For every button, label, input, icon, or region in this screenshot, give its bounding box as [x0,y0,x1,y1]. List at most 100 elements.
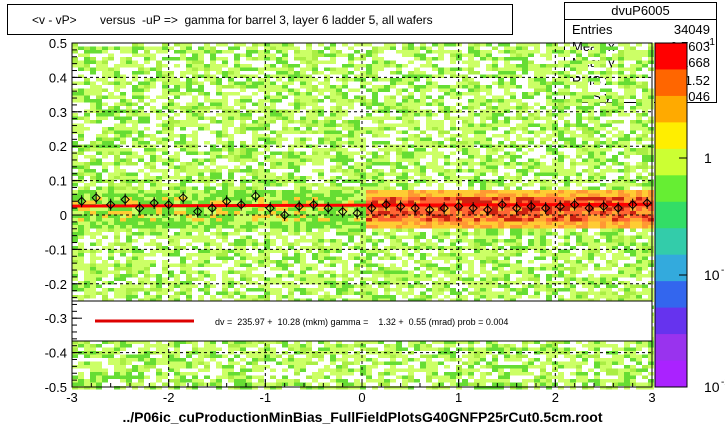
heatmap-cell [264,43,270,47]
heatmap-cell [246,190,252,194]
heatmap-cell [144,228,150,232]
heatmap-cell [216,214,222,218]
heatmap-cell [294,358,300,362]
heatmap-cell [330,123,336,127]
heatmap-cell [126,162,132,166]
heatmap-cell [96,263,102,267]
heatmap-cell [420,197,426,201]
heatmap-cell [486,85,492,89]
heatmap-cell [108,127,114,131]
heatmap-cell [474,284,480,288]
heatmap-cell [306,225,312,229]
heatmap-cell [240,340,246,344]
heatmap-cell [300,277,306,281]
heatmap-cell [132,340,138,344]
heatmap-cell [246,123,252,127]
heatmap-cell [366,130,372,134]
heatmap-cell [174,284,180,288]
heatmap-cell [78,386,84,390]
heatmap-cell [264,197,270,201]
heatmap-cell [438,127,444,131]
heatmap-cell [192,141,198,145]
heatmap-cell [348,88,354,92]
heatmap-cell [402,218,408,222]
heatmap-cell [174,235,180,239]
heatmap-cell [114,151,120,155]
heatmap-cell [318,239,324,243]
heatmap-cell [414,134,420,138]
heatmap-cell [354,256,360,260]
heatmap-cell [276,274,282,278]
heatmap-cell [396,50,402,54]
heatmap-cell [450,141,456,145]
heatmap-cell [270,172,276,176]
heatmap-cell [330,88,336,92]
heatmap-cell [276,197,282,201]
heatmap-cell [456,375,462,379]
heatmap-cell [414,74,420,78]
heatmap-cell [138,158,144,162]
heatmap-cell [294,46,300,50]
heatmap-cell [132,197,138,201]
heatmap-cell [198,382,204,386]
heatmap-cell [480,172,486,176]
heatmap-cell [372,179,378,183]
heatmap-cell [210,354,216,358]
heatmap-cell [168,249,174,253]
heatmap-cell [414,368,420,372]
heatmap-cell [444,92,450,96]
heatmap-cell [306,130,312,134]
heatmap-cell [438,141,444,145]
heatmap-cell [492,99,498,103]
heatmap-cell [186,190,192,194]
heatmap-cell [258,109,264,113]
heatmap-cell [450,288,456,292]
heatmap-cell [360,344,366,348]
heatmap-cell [468,43,474,47]
heatmap-cell [354,78,360,82]
heatmap-cell [246,379,252,383]
heatmap-cell [378,134,384,138]
heatmap-cell [234,151,240,155]
heatmap-cell [198,172,204,176]
heatmap-cell [396,211,402,215]
heatmap-cell [384,270,390,274]
heatmap-cell [426,162,432,166]
heatmap-cell [336,155,342,159]
heatmap-cell [228,270,234,274]
heatmap-cell [258,263,264,267]
heatmap-cell [186,291,192,295]
heatmap-cell [354,99,360,103]
heatmap-cell [234,169,240,173]
heatmap-cell [408,116,414,120]
heatmap-cell [246,127,252,131]
heatmap-cell [126,50,132,54]
heatmap-cell [408,92,414,96]
heatmap-cell [282,260,288,264]
heatmap-cell [492,67,498,71]
heatmap-cell [258,242,264,246]
heatmap-cell [108,74,114,78]
heatmap-cell [312,71,318,75]
heatmap-cell [276,43,282,47]
heatmap-cell [138,379,144,383]
heatmap-cell [306,85,312,89]
heatmap-cell [240,74,246,78]
heatmap-cell [426,134,432,138]
heatmap-cell [198,368,204,372]
heatmap-cell [384,232,390,236]
heatmap-cell [276,249,282,253]
heatmap-cell [90,267,96,271]
heatmap-cell [108,375,114,379]
heatmap-cell [126,288,132,292]
heatmap-cell [72,239,78,243]
heatmap-cell [234,375,240,379]
heatmap-cell [312,67,318,71]
heatmap-cell [246,197,252,201]
heatmap-cell [306,207,312,211]
heatmap-cell [402,379,408,383]
heatmap-cell [342,148,348,152]
heatmap-cell [444,50,450,54]
heatmap-cell [96,274,102,278]
heatmap-cell [264,106,270,110]
